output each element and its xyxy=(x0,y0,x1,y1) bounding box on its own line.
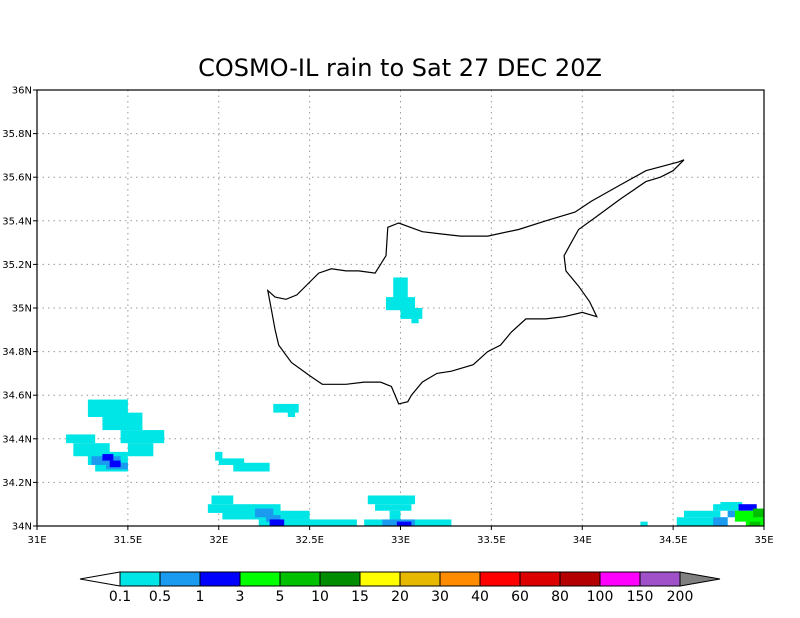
map-title: COSMO-IL rain to Sat 27 DEC 20Z xyxy=(198,54,602,82)
rain-cell xyxy=(713,517,728,526)
colorbar-label: 3 xyxy=(236,589,245,605)
colorbar-segment xyxy=(159,571,201,587)
rain-cell xyxy=(393,277,408,300)
lat-tick-label: 35.2N xyxy=(2,260,32,271)
rain-cell xyxy=(720,502,743,507)
colorbar-segment xyxy=(679,571,721,587)
colorbar-label: 1 xyxy=(196,589,205,605)
colorbar-label: 0.1 xyxy=(109,589,131,605)
rain-cell xyxy=(375,504,412,511)
lat-tick-label: 34.6N xyxy=(2,391,32,402)
colorbar-segment xyxy=(239,571,281,587)
lon-tick-label: 31.5E xyxy=(114,535,143,546)
colorbar-label: 15 xyxy=(351,589,369,605)
colorbar-label: 0.5 xyxy=(149,589,171,605)
colorbar-segment xyxy=(559,571,601,587)
rain-cell xyxy=(207,504,281,513)
axis-ticks: 31E 31.5E 32E 32.5E 33E 33.5E 34E 34.5E 35E 34N 34… xyxy=(2,86,773,547)
rain-cell xyxy=(102,412,143,431)
rain-cell xyxy=(255,508,274,518)
lat-tick-label: 34.8N xyxy=(2,347,32,358)
lat-tick-label: 35.6N xyxy=(2,173,32,184)
colorbar-label: 60 xyxy=(511,589,529,605)
rain-cell xyxy=(713,504,739,511)
lon-tick-label: 35E xyxy=(754,535,773,546)
lon-tick-label: 33E xyxy=(391,535,410,546)
colorbar-segment xyxy=(79,571,121,587)
rain-cell xyxy=(676,517,728,526)
colorbar-label: 30 xyxy=(431,589,449,605)
lat-tick-label: 35.4N xyxy=(2,216,32,227)
colorbar-label: 100 xyxy=(587,589,614,605)
colorbar-label: 20 xyxy=(391,589,409,605)
rain-cell xyxy=(109,460,121,468)
rain-cell xyxy=(258,519,357,526)
rain-cell xyxy=(396,521,412,526)
colorbar-label: 5 xyxy=(276,589,285,605)
colorbar: 0.1 0.5 1 3 5 10 15 20 30 40 60 80 100 150 200 xyxy=(79,571,721,605)
colorbar-segment xyxy=(279,571,321,587)
rain-cell xyxy=(218,458,245,465)
lon-tick-label: 32E xyxy=(209,535,228,546)
rain-cell xyxy=(411,316,419,324)
rain-cell xyxy=(640,521,648,526)
colorbar-label: 80 xyxy=(551,589,569,605)
rain-cell xyxy=(389,510,401,520)
lat-tick-label: 34N xyxy=(12,522,32,533)
rain-cell xyxy=(400,308,423,319)
grid-lines xyxy=(37,90,764,526)
lon-tick-label: 34.5E xyxy=(659,535,688,546)
rain-cell xyxy=(273,403,299,413)
colorbar-label: 10 xyxy=(311,589,329,605)
colorbar-segment xyxy=(439,571,481,587)
colorbar-segment xyxy=(319,571,361,587)
colorbar-segment xyxy=(479,571,521,587)
lat-tick-label: 36N xyxy=(12,86,32,97)
colorbar-segment xyxy=(119,571,161,587)
colorbar-segment xyxy=(359,571,401,587)
colorbar-label: 150 xyxy=(627,589,654,605)
lat-tick-label: 34.2N xyxy=(2,478,32,489)
rain-cell xyxy=(749,521,761,526)
rain-cell xyxy=(233,462,270,472)
lat-tick-label: 35N xyxy=(12,304,32,315)
rain-cell xyxy=(127,443,154,457)
rain-cell xyxy=(215,451,223,461)
lon-tick-label: 31E xyxy=(27,535,46,546)
rain-cell xyxy=(367,495,416,505)
colorbar-segment xyxy=(199,571,241,587)
rain-cell xyxy=(66,434,96,444)
lon-tick-label: 34E xyxy=(573,535,592,546)
rain-cell xyxy=(738,504,757,511)
lon-tick-label: 32.5E xyxy=(295,535,324,546)
colorbar-segment xyxy=(399,571,441,587)
colorbar-label: 40 xyxy=(471,589,489,605)
rain-cell xyxy=(753,508,764,518)
rain-cell xyxy=(120,430,165,444)
colorbar-segment xyxy=(519,571,561,587)
lat-tick-label: 35.8N xyxy=(2,129,32,140)
rain-cell xyxy=(287,410,296,417)
rain-cell xyxy=(266,515,281,522)
colorbar-segment xyxy=(599,571,641,587)
rain-cell xyxy=(385,297,416,311)
rain-cell xyxy=(211,495,234,505)
lon-tick-label: 33.5E xyxy=(477,535,506,546)
lat-tick-label: 34.4N xyxy=(2,434,32,445)
colorbar-segment xyxy=(639,571,681,587)
rain-cell xyxy=(269,519,285,526)
colorbar-label: 200 xyxy=(667,589,694,605)
rain-cell xyxy=(102,454,114,461)
rain-patches xyxy=(66,277,764,526)
cyprus-coastline xyxy=(266,159,685,405)
rain-cell xyxy=(684,510,721,518)
rain-cell xyxy=(727,510,739,518)
rain-cell xyxy=(734,510,757,522)
